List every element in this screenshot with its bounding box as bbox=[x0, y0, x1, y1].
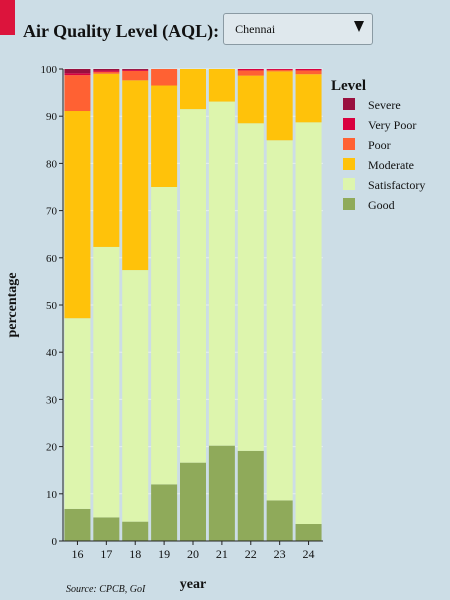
page-title: Air Quality Level (AQL): bbox=[23, 20, 220, 41]
x-tick-label: 22 bbox=[245, 547, 257, 561]
bar-poor-24 bbox=[295, 70, 322, 75]
bar-moderate-16 bbox=[64, 111, 91, 319]
legend-label-poor: Poor bbox=[368, 138, 391, 152]
legend-label-moderate: Moderate bbox=[368, 158, 414, 172]
bar-good-16 bbox=[64, 508, 91, 541]
x-axis-title: year bbox=[180, 577, 206, 592]
bar-good-17 bbox=[93, 517, 120, 541]
legend-swatch-severe bbox=[343, 98, 355, 110]
x-tick-label: 20 bbox=[187, 547, 199, 561]
bar-severe-18 bbox=[122, 69, 149, 70]
bar-satisfactory-22 bbox=[237, 123, 264, 451]
legend-swatch-poor bbox=[343, 138, 355, 150]
x-tick-label: 23 bbox=[274, 547, 286, 561]
bar-very-poor-22 bbox=[237, 69, 264, 71]
bar-satisfactory-23 bbox=[266, 140, 293, 501]
bar-very-poor-23 bbox=[266, 69, 293, 70]
bar-moderate-24 bbox=[295, 74, 322, 123]
source-note: Source: CPCB, GoI bbox=[66, 584, 146, 595]
legend-swatch-good bbox=[343, 198, 355, 210]
y-tick-label: 80 bbox=[46, 158, 58, 170]
accent-bar bbox=[0, 0, 15, 35]
y-tick-label: 10 bbox=[46, 489, 58, 501]
bar-poor-19 bbox=[151, 69, 178, 86]
y-tick-label: 50 bbox=[46, 300, 58, 312]
bar-poor-22 bbox=[237, 70, 264, 76]
bar-good-19 bbox=[151, 484, 178, 541]
bar-severe-17 bbox=[93, 69, 120, 71]
bar-satisfactory-21 bbox=[208, 101, 235, 446]
y-tick-label: 90 bbox=[46, 111, 58, 123]
legend-swatch-satisfactory bbox=[343, 178, 355, 190]
x-tick-label: 21 bbox=[216, 547, 228, 561]
x-tick-label: 18 bbox=[129, 547, 141, 561]
city-select-value: Chennai bbox=[235, 22, 276, 36]
x-tick-label: 17 bbox=[100, 547, 112, 561]
y-axis-title: percentage bbox=[5, 272, 20, 337]
y-tick-label: 0 bbox=[52, 536, 58, 548]
bar-very-poor-16 bbox=[64, 73, 91, 76]
header: Air Quality Level (AQL): Chennai bbox=[23, 12, 374, 46]
city-select[interactable]: Chennai bbox=[223, 13, 374, 45]
bar-satisfactory-17 bbox=[93, 246, 120, 518]
y-tick-label: 70 bbox=[46, 206, 58, 218]
legend-swatch-very-poor bbox=[343, 118, 355, 130]
x-tick-label: 16 bbox=[71, 547, 83, 561]
bar-good-23 bbox=[266, 500, 293, 541]
bar-good-22 bbox=[237, 450, 264, 541]
x-tick-label: 19 bbox=[158, 547, 170, 561]
bar-good-18 bbox=[122, 521, 149, 541]
legend-label-satisfactory: Satisfactory bbox=[368, 178, 425, 192]
legend-label-very-poor: Very Poor bbox=[368, 118, 416, 132]
legend-title: Level bbox=[331, 78, 366, 94]
bar-very-poor-18 bbox=[122, 69, 149, 71]
legend-label-severe: Severe bbox=[368, 98, 401, 112]
x-tick-label: 24 bbox=[303, 547, 315, 561]
legend-label-good: Good bbox=[368, 198, 395, 212]
bar-good-24 bbox=[295, 524, 322, 541]
bar-poor-23 bbox=[266, 69, 293, 72]
y-tick-label: 60 bbox=[46, 253, 58, 265]
y-tick-label: 40 bbox=[46, 347, 58, 359]
bar-poor-18 bbox=[122, 70, 149, 81]
chevron-down-icon bbox=[354, 21, 365, 32]
y-tick-label: 30 bbox=[46, 394, 58, 406]
bar-moderate-18 bbox=[122, 80, 149, 271]
bar-poor-17 bbox=[93, 71, 120, 74]
bar-satisfactory-18 bbox=[122, 270, 149, 522]
bar-moderate-21 bbox=[208, 69, 235, 102]
bar-moderate-17 bbox=[93, 73, 120, 247]
bar-satisfactory-24 bbox=[295, 122, 322, 525]
bar-severe-16 bbox=[64, 69, 91, 74]
bar-satisfactory-16 bbox=[64, 318, 91, 509]
bar-very-poor-17 bbox=[93, 70, 120, 72]
y-tick-label: 100 bbox=[41, 64, 58, 76]
bar-satisfactory-19 bbox=[151, 187, 178, 485]
bar-very-poor-24 bbox=[295, 69, 322, 71]
bar-moderate-22 bbox=[237, 75, 264, 124]
bar-moderate-20 bbox=[180, 69, 206, 110]
bar-satisfactory-20 bbox=[180, 109, 206, 463]
bar-good-20 bbox=[180, 462, 206, 541]
bar-poor-16 bbox=[64, 75, 91, 112]
y-tick-label: 20 bbox=[46, 442, 58, 454]
legend-swatch-moderate bbox=[343, 158, 355, 170]
bar-moderate-23 bbox=[266, 71, 293, 141]
bar-moderate-19 bbox=[151, 85, 178, 187]
bar-good-21 bbox=[208, 445, 235, 541]
